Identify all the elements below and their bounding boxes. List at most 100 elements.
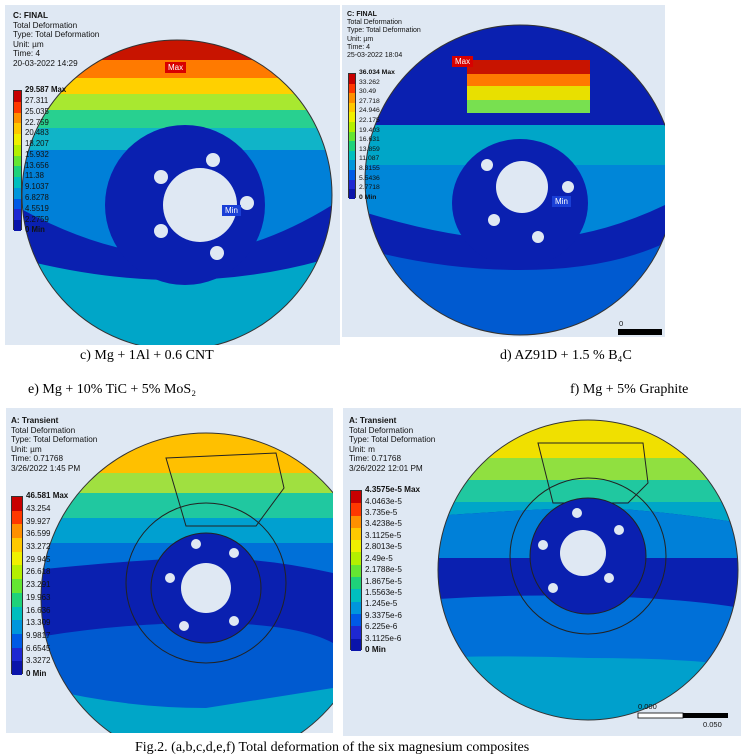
legend-label: 8.3155 <box>359 165 380 173</box>
caption-f: f) Mg + 5% Graphite <box>570 382 689 397</box>
legend-swatch <box>351 564 361 578</box>
legend-swatch <box>12 551 22 566</box>
legend-swatch <box>351 552 361 565</box>
disc-plot-e <box>40 432 333 733</box>
legend-label: 43.254 <box>26 503 51 513</box>
scale-label-end: 0.050 <box>703 720 722 729</box>
legend-label: 9.9817 <box>26 631 51 641</box>
info-line: Total Deformation <box>349 425 414 435</box>
info-line: 3/26/2022 1:45 PM <box>11 463 81 473</box>
legend-label: 27.311 <box>25 96 49 106</box>
legend-swatch <box>14 177 21 188</box>
info-block-c: C: FINAL Total Deformation Type: Total D… <box>13 11 99 69</box>
legend-swatch <box>349 93 355 103</box>
legend-label: 2.7718 <box>359 184 380 192</box>
panel-c: C: FINAL Total Deformation Type: Total D… <box>5 5 340 345</box>
legend-label: 19.963 <box>26 592 51 602</box>
legend-label: 24.946 <box>359 107 380 115</box>
legend-label: 39.927 <box>26 516 51 526</box>
info-line: Time: 0.71768 <box>349 454 402 464</box>
legend-swatch <box>351 527 361 541</box>
legend-swatch <box>349 150 355 161</box>
legend-label: 25.035 <box>25 106 49 116</box>
legend-swatch <box>12 497 22 511</box>
legend-label: 26.618 <box>26 567 51 577</box>
info-line: Time: 4 <box>13 49 40 59</box>
info-line: Time: 0.71768 <box>11 454 64 464</box>
legend-label: 33.262 <box>359 78 380 86</box>
legend-label: 27.718 <box>359 97 380 105</box>
legend-swatch <box>14 187 21 199</box>
info-line: Total Deformation <box>11 425 76 435</box>
legend-label: 19.403 <box>359 126 380 134</box>
legend-swatch <box>349 160 355 171</box>
info-line: 20-03-2022 14:29 <box>13 58 78 68</box>
legend-label: 18.207 <box>25 139 49 149</box>
legend-swatch <box>351 589 361 602</box>
legend-label: 23.291 <box>26 580 51 590</box>
legend-label: 6.225e-6 <box>365 622 398 632</box>
panel-d: C: FINAL Total Deformation Type: Total D… <box>342 5 665 337</box>
disc-plot-c <box>21 39 333 345</box>
legend-label: 16.631 <box>359 136 380 144</box>
legend-swatch <box>14 101 21 113</box>
info-line: Unit: m <box>349 444 375 454</box>
legend-swatch <box>351 540 361 553</box>
legend-swatch <box>14 220 21 231</box>
legend-label: 13.656 <box>25 160 49 170</box>
legend-swatch <box>351 503 361 516</box>
legend-label: 9.3375e-6 <box>365 610 402 620</box>
legend-label: 2.8013e-5 <box>365 542 402 552</box>
legend-swatch <box>349 83 355 94</box>
info-block-f: A: Transient Total Deformation Type: Tot… <box>349 416 435 474</box>
legend-swatch <box>14 112 21 124</box>
legend-label: 33.272 <box>26 542 51 552</box>
legend-swatch <box>349 170 355 180</box>
legend-label: 3.1125e-5 <box>365 530 402 540</box>
legend-label: 0 Min <box>365 645 386 655</box>
info-block-e: A: Transient Total Deformation Type: Tot… <box>11 416 97 474</box>
info-title: C: FINAL <box>13 11 49 20</box>
disc-plot-f <box>437 419 739 721</box>
legend-label: 1.5563e-5 <box>365 587 402 597</box>
legend-label: 0 Min <box>26 669 47 679</box>
info-line: Type: Total Deformation <box>349 435 436 445</box>
legend-label: 6.6545 <box>26 643 51 653</box>
legend-swatch <box>349 131 355 142</box>
legend-swatch <box>349 189 355 199</box>
legend-label: 36.599 <box>26 529 51 539</box>
legend-label: 4.5519 <box>25 203 49 213</box>
legend-color-bar <box>350 490 362 651</box>
legend-swatch <box>14 209 21 221</box>
info-line: Total Deformation <box>13 20 78 30</box>
caption-c: c) Mg + 1Al + 0.6 CNT <box>80 348 214 363</box>
legend-label: 29.587 Max <box>25 85 67 95</box>
info-title: A: Transient <box>11 416 59 425</box>
legend-swatch <box>14 123 21 135</box>
legend-label: 1.8675e-5 <box>365 576 402 586</box>
info-line: 25-03-2022 18:04 <box>347 52 403 60</box>
legend-label: 20.483 <box>25 128 49 138</box>
max-marker: Max <box>165 62 187 73</box>
legend-swatch <box>12 661 22 675</box>
scale-label: 0 <box>619 319 624 328</box>
legend-swatch <box>349 102 355 113</box>
legend-swatch <box>14 155 21 167</box>
legend-label: 5.5436 <box>359 174 380 182</box>
panel-e: A: Transient Total Deformation Type: Tot… <box>6 408 333 733</box>
legend-swatch <box>12 579 22 593</box>
legend-label: 11.087 <box>359 155 380 163</box>
panel-f: A: Transient Total Deformation Type: Tot… <box>343 408 741 736</box>
legend-label: 29.945 <box>26 554 51 564</box>
scale-label-start: 0.000 <box>638 702 657 711</box>
legend-swatch <box>14 134 21 145</box>
legend-swatch <box>349 112 355 123</box>
figure-caption: Fig.2. (a,b,c,d,e,f) Total deformation o… <box>135 740 530 755</box>
legend-swatch <box>12 633 22 648</box>
legend-label: 2.49e-5 <box>365 553 393 563</box>
legend-color-bar <box>348 73 356 199</box>
legend-label: 13.859 <box>359 145 380 153</box>
info-line: Unit: µm <box>11 444 42 454</box>
legend-label: 16.636 <box>26 605 51 615</box>
legend-swatch <box>351 515 361 528</box>
